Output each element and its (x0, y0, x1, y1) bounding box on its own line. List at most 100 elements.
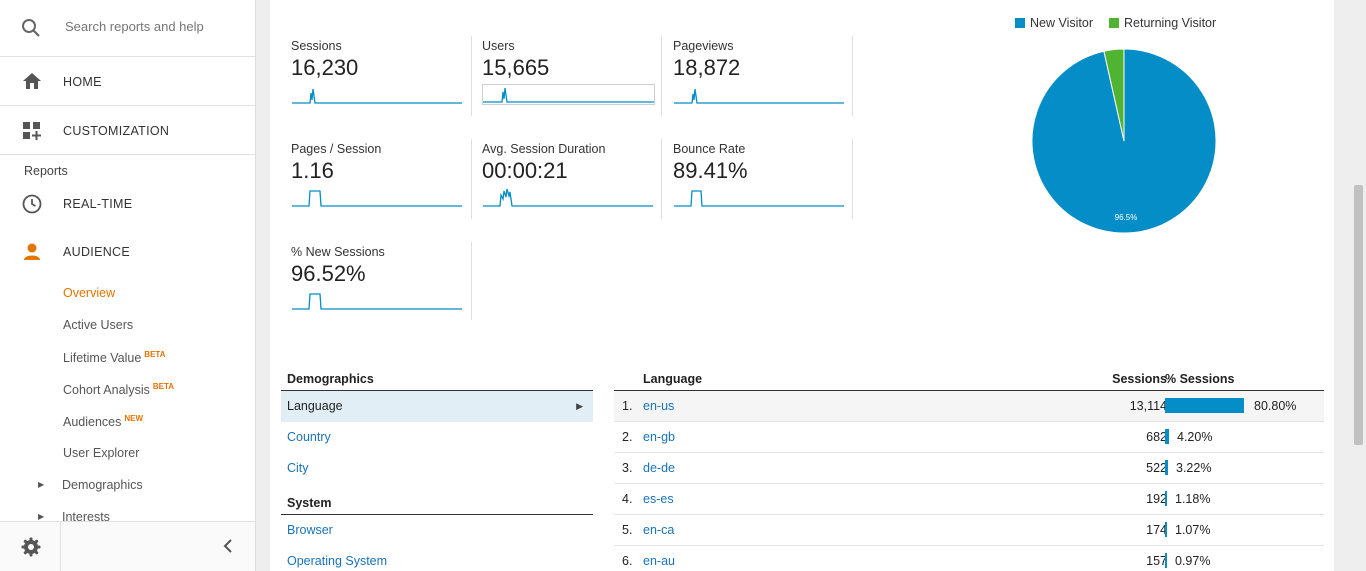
nav-home-label: HOME (63, 75, 102, 89)
table-row[interactable]: 6. en-au 157 0.97% (614, 546, 1324, 571)
scrollbar[interactable] (1354, 185, 1363, 445)
nav-demographics[interactable]: Demographics (62, 478, 143, 492)
dem-item-language[interactable]: Language ▶ (281, 391, 593, 422)
language-link[interactable]: en-au (643, 554, 675, 568)
metric-value: 18,872 (673, 55, 741, 80)
dem-item-city[interactable]: City (281, 453, 593, 484)
metric-label: Pageviews (673, 39, 734, 53)
search-input[interactable]: Search reports and help (65, 19, 204, 34)
table-row[interactable]: 4. es-es 192 1.18% (614, 484, 1324, 515)
search-bar[interactable]: Search reports and help (0, 0, 255, 57)
nav-interests[interactable]: Interests (62, 510, 110, 524)
metric-pages-per-session[interactable]: Pages / Session 1.16 (270, 137, 462, 225)
search-icon[interactable] (21, 18, 41, 43)
divider (661, 139, 662, 219)
divider (471, 36, 472, 116)
sidebar: Search reports and help HOME CUSTOMIZATI… (0, 0, 256, 571)
nav-cohort-analysis[interactable]: Cohort Analysis BETA (63, 382, 174, 397)
table-row[interactable]: 2. en-gb 682 4.20% (614, 422, 1324, 453)
row-number: 1. (622, 399, 633, 413)
nav-home[interactable]: HOME (0, 57, 255, 106)
language-link[interactable]: en-us (643, 399, 675, 413)
dem-item-operating-system[interactable]: Operating System (281, 546, 593, 571)
settings-button[interactable] (0, 522, 61, 571)
metric-pageviews[interactable]: Pageviews 18,872 (652, 34, 844, 122)
legend-swatch (1015, 18, 1025, 28)
pct-bar (1165, 491, 1167, 506)
legend-returning-visitor[interactable]: Returning Visitor (1109, 16, 1216, 30)
pct-bar (1165, 522, 1167, 537)
table-row[interactable]: 5. en-ca 174 1.07% (614, 515, 1324, 546)
pct-value: 1.18% (1175, 492, 1211, 506)
metric-bounce-rate[interactable]: Bounce Rate 89.41% (652, 137, 844, 225)
pie-slice-label: 96.5% (1115, 213, 1138, 222)
nav-audiences-label: Audiences (63, 415, 122, 429)
language-link[interactable]: es-es (643, 492, 674, 506)
metric-new-sessions[interactable]: % New Sessions 96.52% (270, 240, 462, 328)
dem-item-browser[interactable]: Browser (281, 515, 593, 546)
expand-triangle-icon[interactable]: ▶ (38, 480, 45, 489)
nav-overview[interactable]: Overview (63, 286, 115, 300)
chevron-left-icon (223, 539, 232, 553)
sessions-value: 157 (1146, 554, 1167, 568)
divider (471, 242, 472, 320)
col-sessions: Sessions (1112, 372, 1167, 386)
pct-bar (1165, 553, 1167, 568)
nav-audience-label: AUDIENCE (63, 245, 130, 259)
language-link[interactable]: en-ca (643, 523, 675, 537)
divider (614, 390, 1324, 391)
nav-user-explorer[interactable]: User Explorer (63, 446, 139, 460)
table-row[interactable]: 3. de-de 522 3.22% (614, 453, 1324, 484)
metric-label: Pages / Session (291, 142, 382, 156)
language-link[interactable]: en-gb (643, 430, 675, 444)
legend-new-visitor[interactable]: New Visitor (1015, 16, 1093, 30)
expand-triangle-icon[interactable]: ▶ (38, 512, 45, 521)
sessions-value: 174 (1146, 523, 1167, 537)
dem-item-label: Operating System (287, 554, 388, 568)
nav-cohort-analysis-label: Cohort Analysis (63, 383, 150, 397)
sparkline (482, 84, 655, 105)
nav-customization[interactable]: CUSTOMIZATION (0, 106, 255, 155)
metric-users[interactable]: Users 15,665 (461, 34, 655, 122)
nav-lifetime-value[interactable]: Lifetime Value BETA (63, 350, 165, 365)
metric-avg-session-duration[interactable]: Avg. Session Duration 00:00:21 (461, 137, 653, 225)
collapse-sidebar-button[interactable] (222, 538, 234, 559)
pct-value: 80.80% (1254, 399, 1297, 413)
row-number: 6. (622, 554, 633, 568)
metric-sessions[interactable]: Sessions 16,230 (270, 34, 462, 122)
nav-audiences[interactable]: Audiences NEW (63, 414, 143, 429)
home-icon (22, 72, 42, 95)
divider (661, 36, 662, 116)
beta-badge: BETA (144, 350, 166, 359)
sidebar-footer (0, 521, 255, 571)
pct-value: 4.20% (1177, 430, 1213, 444)
sessions-value: 522 (1146, 461, 1167, 475)
dashboard-icon (22, 121, 42, 146)
divider (852, 139, 853, 219)
dem-item-label: City (287, 461, 309, 475)
metric-label: Sessions (291, 39, 342, 53)
dem-item-country[interactable]: Country (281, 422, 593, 453)
pie-slice-returning-visitor[interactable] (1103, 48, 1125, 142)
nav-audience[interactable]: AUDIENCE (0, 232, 255, 272)
legend-label: Returning Visitor (1124, 16, 1217, 30)
pct-bar (1165, 429, 1169, 444)
language-link[interactable]: de-de (643, 461, 675, 475)
dem-item-label: Country (287, 430, 331, 444)
divider (852, 36, 853, 116)
row-number: 2. (622, 430, 633, 444)
demographics-heading: Demographics (287, 372, 374, 386)
nav-active-users[interactable]: Active Users (63, 318, 133, 332)
col-language: Language (643, 372, 703, 386)
sessions-value: 13,114 (1129, 399, 1167, 413)
legend-swatch (1109, 18, 1119, 28)
metric-label: % New Sessions (291, 245, 385, 259)
row-number: 5. (622, 523, 633, 537)
nav-realtime[interactable]: REAL-TIME (0, 184, 255, 224)
table-row[interactable]: 1. en-us 13,114 80.80% (614, 391, 1324, 422)
beta-badge: BETA (152, 382, 175, 391)
new-badge: NEW (124, 414, 144, 423)
person-icon (22, 242, 42, 267)
nav-overview-label: Overview (63, 286, 116, 300)
metric-value: 89.41% (673, 158, 748, 183)
